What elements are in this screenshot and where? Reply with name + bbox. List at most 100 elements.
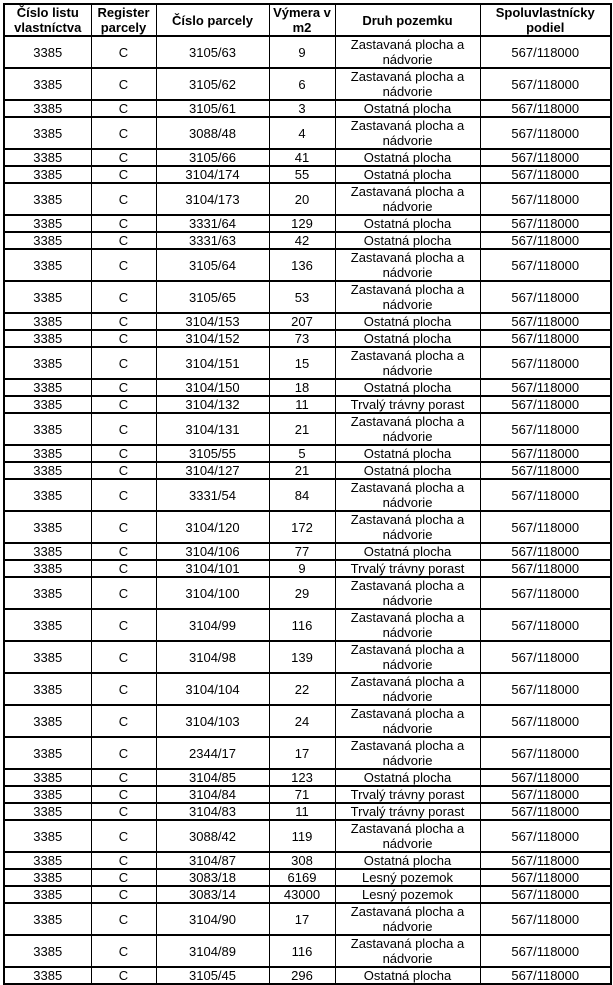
cell-ownership-deed-number: 3385 — [3, 966, 92, 985]
cell-ownership-share: 567/118000 — [479, 934, 612, 968]
cell-ownership-deed-number: 3385 — [3, 902, 92, 936]
cell-ownership-deed-number: 3385 — [3, 542, 92, 561]
cell-land-type: Ostatná plocha — [334, 165, 481, 184]
cell-ownership-share: 567/118000 — [479, 478, 612, 512]
cell-land-type: Zastavaná plocha a nádvorie — [334, 116, 481, 150]
cell-ownership-deed-number: 3385 — [3, 214, 92, 233]
table-row: 3385 C 3104/90 17 Zastavaná plocha a nád… — [3, 902, 612, 936]
cell-ownership-deed-number: 3385 — [3, 510, 92, 544]
table-row: 3385 C 3104/174 55 Ostatná plocha 567/11… — [3, 165, 612, 184]
cell-ownership-share: 567/118000 — [479, 510, 612, 544]
cell-ownership-deed-number: 3385 — [3, 182, 92, 216]
cell-parcel-number: 3104/152 — [155, 329, 270, 348]
cell-parcel-number: 3104/132 — [155, 395, 270, 414]
cell-area-m2: 21 — [268, 461, 336, 480]
cell-ownership-deed-number: 3385 — [3, 640, 92, 674]
table-row: 3385 C 3083/18 6169 Lesný pozemok 567/11… — [3, 868, 612, 887]
cell-area-m2: 42 — [268, 231, 336, 250]
header-cislo-parcely: Číslo parcely — [155, 3, 270, 37]
header-cislo-listu-vlastnictva: Číslo listu vlastníctva — [3, 3, 92, 37]
cell-land-type: Zastavaná plocha a nádvorie — [334, 819, 481, 853]
cell-register: C — [90, 510, 157, 544]
cell-ownership-share: 567/118000 — [479, 214, 612, 233]
cell-area-m2: 6 — [268, 67, 336, 101]
cell-ownership-deed-number: 3385 — [3, 736, 92, 770]
table-row: 3385 C 3104/104 22 Zastavaná plocha a ná… — [3, 672, 612, 706]
cell-register: C — [90, 640, 157, 674]
cell-register: C — [90, 35, 157, 69]
cell-parcel-number: 3104/150 — [155, 378, 270, 397]
cell-land-type: Ostatná plocha — [334, 542, 481, 561]
cell-land-type: Ostatná plocha — [334, 231, 481, 250]
table-row: 3385 C 3105/65 53 Zastavaná plocha a nád… — [3, 280, 612, 314]
cell-ownership-share: 567/118000 — [479, 165, 612, 184]
cell-ownership-share: 567/118000 — [479, 329, 612, 348]
table-row: 3385 C 3105/64 136 Zastavaná plocha a ná… — [3, 248, 612, 282]
cell-area-m2: 55 — [268, 165, 336, 184]
cell-ownership-deed-number: 3385 — [3, 444, 92, 463]
cell-register: C — [90, 672, 157, 706]
cell-parcel-number: 3104/104 — [155, 672, 270, 706]
cell-parcel-number: 3104/90 — [155, 902, 270, 936]
cell-area-m2: 129 — [268, 214, 336, 233]
cell-land-type: Lesný pozemok — [334, 885, 481, 904]
cell-land-type: Zastavaná plocha a nádvorie — [334, 510, 481, 544]
cell-land-type: Zastavaná plocha a nádvorie — [334, 640, 481, 674]
table-row: 3385 C 3104/84 71 Trvalý trávny porast 5… — [3, 785, 612, 804]
cell-land-type: Ostatná plocha — [334, 851, 481, 870]
cell-ownership-share: 567/118000 — [479, 736, 612, 770]
cell-ownership-deed-number: 3385 — [3, 67, 92, 101]
cell-ownership-share: 567/118000 — [479, 608, 612, 642]
table-row: 3385 C 3104/87 308 Ostatná plocha 567/11… — [3, 851, 612, 870]
cell-parcel-number: 3088/48 — [155, 116, 270, 150]
cell-register: C — [90, 768, 157, 787]
cell-area-m2: 136 — [268, 248, 336, 282]
cell-register: C — [90, 116, 157, 150]
parcel-table-body: 3385 C 3105/63 9 Zastavaná plocha a nádv… — [3, 35, 612, 985]
cell-parcel-number: 3331/64 — [155, 214, 270, 233]
cell-register: C — [90, 851, 157, 870]
cell-land-type: Zastavaná plocha a nádvorie — [334, 934, 481, 968]
cell-ownership-share: 567/118000 — [479, 868, 612, 887]
cell-register: C — [90, 329, 157, 348]
cell-area-m2: 11 — [268, 802, 336, 821]
cell-register: C — [90, 785, 157, 804]
cell-land-type: Ostatná plocha — [334, 99, 481, 118]
cell-register: C — [90, 608, 157, 642]
table-row: 3385 C 3088/42 119 Zastavaná plocha a ná… — [3, 819, 612, 853]
cell-ownership-share: 567/118000 — [479, 35, 612, 69]
cell-ownership-share: 567/118000 — [479, 312, 612, 331]
cell-register: C — [90, 378, 157, 397]
cell-parcel-number: 3104/85 — [155, 768, 270, 787]
table-row: 3385 C 3104/100 29 Zastavaná plocha a ná… — [3, 576, 612, 610]
cell-area-m2: 116 — [268, 934, 336, 968]
cell-parcel-number: 3104/99 — [155, 608, 270, 642]
cell-area-m2: 24 — [268, 704, 336, 738]
cell-ownership-deed-number: 3385 — [3, 165, 92, 184]
cell-parcel-number: 3331/54 — [155, 478, 270, 512]
table-row: 3385 C 3104/127 21 Ostatná plocha 567/11… — [3, 461, 612, 480]
cell-area-m2: 53 — [268, 280, 336, 314]
header-spoluvlastnicky-podiel: Spoluvlastnícky podiel — [479, 3, 612, 37]
cell-parcel-number: 2344/17 — [155, 736, 270, 770]
cell-land-type: Zastavaná plocha a nádvorie — [334, 608, 481, 642]
cell-register: C — [90, 461, 157, 480]
cell-ownership-deed-number: 3385 — [3, 768, 92, 787]
table-row: 3385 C 3104/103 24 Zastavaná plocha a ná… — [3, 704, 612, 738]
parcel-table: Číslo listu vlastníctva Register parcely… — [3, 3, 612, 985]
cell-land-type: Zastavaná plocha a nádvorie — [334, 280, 481, 314]
cell-land-type: Trvalý trávny porast — [334, 559, 481, 578]
cell-area-m2: 139 — [268, 640, 336, 674]
cell-parcel-number: 3104/151 — [155, 346, 270, 380]
table-row: 3385 C 3104/85 123 Ostatná plocha 567/11… — [3, 768, 612, 787]
table-row: 3385 C 3104/151 15 Zastavaná plocha a ná… — [3, 346, 612, 380]
cell-land-type: Ostatná plocha — [334, 329, 481, 348]
cell-ownership-share: 567/118000 — [479, 640, 612, 674]
cell-parcel-number: 3104/101 — [155, 559, 270, 578]
cell-ownership-deed-number: 3385 — [3, 346, 92, 380]
cell-register: C — [90, 802, 157, 821]
cell-ownership-deed-number: 3385 — [3, 851, 92, 870]
header-vymera: Výmera v m2 — [268, 3, 336, 37]
cell-ownership-share: 567/118000 — [479, 346, 612, 380]
table-row: 3385 C 3331/64 129 Ostatná plocha 567/11… — [3, 214, 612, 233]
